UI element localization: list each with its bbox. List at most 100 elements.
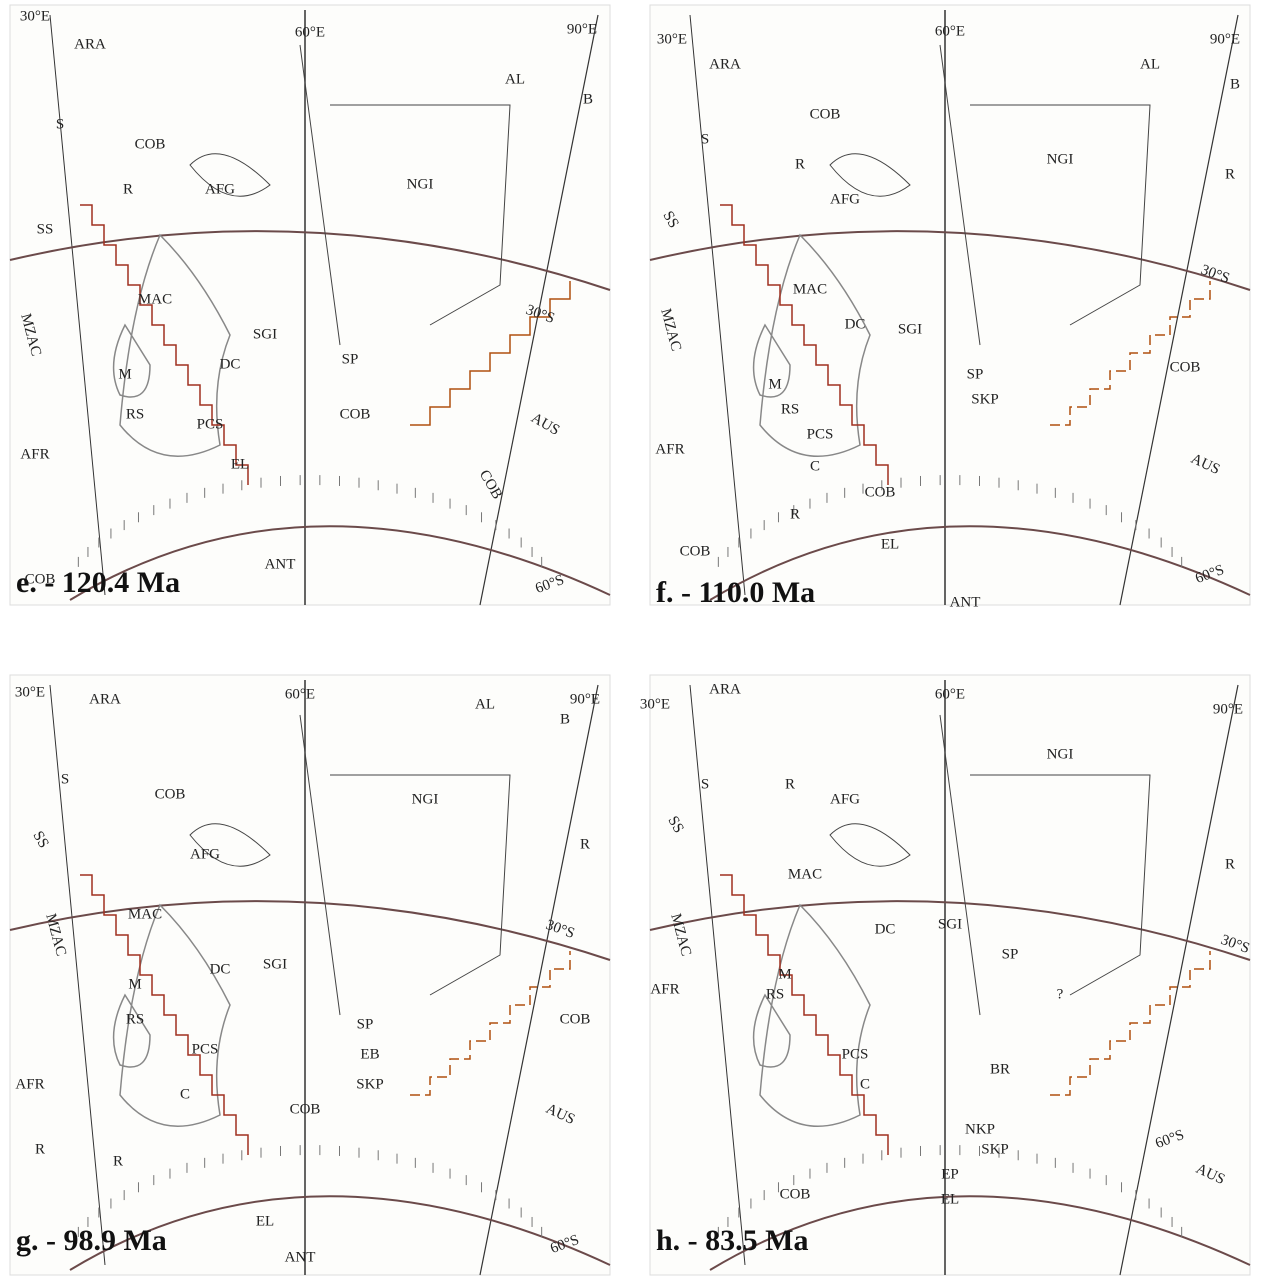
- map-label: SGI: [938, 916, 962, 932]
- map-label: SGI: [898, 321, 922, 337]
- map-label: RS: [126, 1011, 144, 1027]
- map-label: RS: [766, 986, 784, 1002]
- map-label: NGI: [412, 791, 439, 807]
- map-label: 30°E: [20, 8, 50, 24]
- map-label: ANT: [950, 594, 981, 610]
- map-label: R: [1225, 166, 1235, 182]
- map-label: M: [118, 366, 131, 382]
- map-label: EL: [231, 456, 249, 472]
- map-label: AL: [505, 71, 525, 87]
- map-label: EB: [360, 1046, 379, 1062]
- map-label: EL: [881, 536, 899, 552]
- map-label: COB: [1170, 359, 1201, 375]
- map-label: 30°E: [640, 696, 670, 712]
- map-label: AFR: [20, 446, 49, 462]
- map-label: SKP: [971, 391, 999, 407]
- map-label: M: [128, 976, 141, 992]
- panel-frame: [650, 5, 1250, 605]
- map-label: B: [1230, 76, 1240, 92]
- map-label: DC: [220, 356, 241, 372]
- map-label: B: [583, 91, 593, 107]
- map-label: 30°E: [657, 31, 687, 47]
- map-label: COB: [155, 786, 186, 802]
- map-label: MAC: [138, 291, 172, 307]
- map-label: COB: [780, 1186, 811, 1202]
- map-label: R: [785, 776, 795, 792]
- map-label: COB: [290, 1101, 321, 1117]
- map-label: SKP: [356, 1076, 384, 1092]
- map-label: ARA: [709, 56, 741, 72]
- map-label: AFR: [15, 1076, 44, 1092]
- map-label: AFG: [205, 181, 235, 197]
- map-label: SKP: [981, 1141, 1009, 1157]
- map-label: EL: [256, 1213, 274, 1229]
- map-label: AL: [1140, 56, 1160, 72]
- map-label: DC: [210, 961, 231, 977]
- map-label: SP: [1002, 946, 1019, 962]
- map-label: AFR: [655, 441, 684, 457]
- map-label: 90°E: [567, 21, 597, 37]
- map-label: SGI: [253, 326, 277, 342]
- map-label: AFR: [650, 981, 679, 997]
- map-label: SP: [342, 351, 359, 367]
- map-label: SS: [37, 221, 54, 237]
- map-label: S: [701, 131, 709, 147]
- map-label: 90°E: [1213, 701, 1243, 717]
- map-label: 30°E: [15, 684, 45, 700]
- map-label: R: [123, 181, 133, 197]
- map-label: S: [56, 116, 64, 132]
- panel-caption: e. - 120.4 Ma: [16, 566, 180, 599]
- panel-caption: f. - 110.0 Ma: [656, 576, 815, 609]
- map-label: 60°E: [285, 686, 315, 702]
- map-label: NGI: [407, 176, 434, 192]
- map-label: DC: [875, 921, 896, 937]
- map-label: AFG: [190, 846, 220, 862]
- map-label: R: [790, 506, 800, 522]
- map-label: EL: [941, 1191, 959, 1207]
- map-label: R: [113, 1153, 123, 1169]
- map-label: COB: [135, 136, 166, 152]
- map-label: 90°E: [570, 691, 600, 707]
- map-label: ARA: [74, 36, 106, 52]
- map-label: R: [35, 1141, 45, 1157]
- map-label: COB: [680, 543, 711, 559]
- map-label: M: [778, 966, 791, 982]
- map-label: M: [768, 376, 781, 392]
- map-label: EP: [941, 1166, 959, 1182]
- map-label: COB: [810, 106, 841, 122]
- panel-frame: [10, 5, 610, 605]
- map-label: 60°E: [295, 24, 325, 40]
- map-label: PCS: [807, 426, 834, 442]
- map-label: C: [180, 1086, 190, 1102]
- map-label: B: [560, 711, 570, 727]
- map-label: 90°E: [1210, 31, 1240, 47]
- panel-caption: g. - 98.9 Ma: [16, 1224, 167, 1257]
- map-label: ARA: [89, 691, 121, 707]
- map-label: ANT: [265, 556, 296, 572]
- map-label: SP: [967, 366, 984, 382]
- map-label: AL: [475, 696, 495, 712]
- map-label: PCS: [842, 1046, 869, 1062]
- panel-caption: h. - 83.5 Ma: [656, 1224, 809, 1257]
- map-label: AFG: [830, 191, 860, 207]
- map-label: RS: [781, 401, 799, 417]
- map-label: S: [701, 776, 709, 792]
- panel-frame: [650, 675, 1250, 1275]
- map-label: MAC: [128, 906, 162, 922]
- map-label: PCS: [197, 416, 224, 432]
- map-label: R: [580, 836, 590, 852]
- map-label: NGI: [1047, 151, 1074, 167]
- map-label: C: [810, 458, 820, 474]
- map-label: SP: [357, 1016, 374, 1032]
- map-label: NKP: [965, 1121, 995, 1137]
- map-label: COB: [865, 484, 896, 500]
- map-label: ARA: [709, 681, 741, 697]
- map-label: RS: [126, 406, 144, 422]
- map-label: MAC: [793, 281, 827, 297]
- panel: 30°EARA60°E90°EALBSCOBRAFGNGISSMACSGIMZA…: [10, 5, 610, 605]
- map-label: DC: [845, 316, 866, 332]
- map-label: 60°E: [935, 686, 965, 702]
